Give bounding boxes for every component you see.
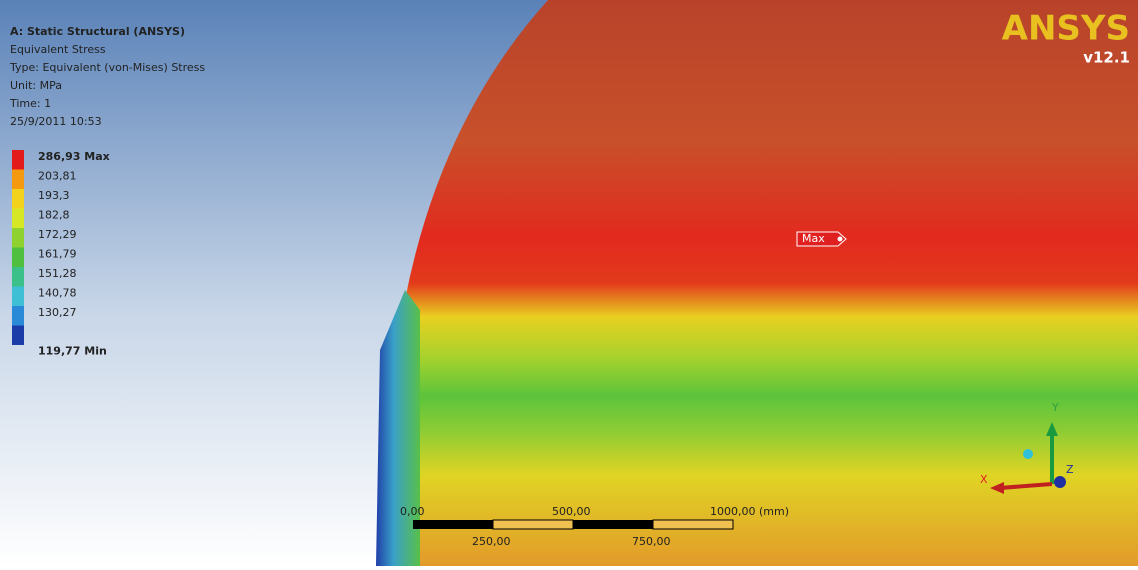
- header-line: Type: Equivalent (von-Mises) Stress: [9, 61, 205, 74]
- probe-label: Max: [802, 232, 825, 245]
- legend-label: 203,81: [38, 170, 77, 183]
- legend-swatch: [12, 170, 24, 190]
- logo-brand: ANSYS: [1002, 9, 1130, 49]
- header-line: Equivalent Stress: [10, 43, 106, 56]
- logo-version: v12.1: [1083, 49, 1130, 67]
- scale-label: 1000,00 (mm): [710, 505, 789, 518]
- legend-label: 172,29: [38, 228, 77, 241]
- legend-label: 161,79: [38, 248, 77, 261]
- legend-label: 193,3: [38, 189, 70, 202]
- triad-y: Y: [1051, 401, 1059, 414]
- scale-label: 500,00: [552, 505, 591, 518]
- legend-swatch: [12, 267, 24, 287]
- header-line: Unit: MPa: [10, 79, 62, 92]
- triad-z: Z: [1066, 463, 1074, 476]
- scale-bar: [413, 520, 733, 529]
- header-line: Time: 1: [9, 97, 51, 110]
- legend-label: 140,78: [38, 287, 77, 300]
- legend-swatch: [12, 248, 24, 268]
- legend-swatch: [12, 228, 24, 248]
- header-title: A: Static Structural (ANSYS): [10, 25, 185, 38]
- scale-label: 250,00: [472, 535, 511, 548]
- legend-swatch: [12, 287, 24, 307]
- scale-label: 750,00: [632, 535, 671, 548]
- legend-label: 286,93 Max: [38, 150, 110, 163]
- legend-label: 182,8: [38, 209, 70, 222]
- model-surface: [400, 0, 1138, 566]
- legend-swatch: [12, 306, 24, 326]
- legend-swatch: [12, 189, 24, 209]
- probe-point: [838, 237, 843, 242]
- scale-label: 0,00: [400, 505, 425, 518]
- viewport: A: Static Structural (ANSYS) Equivalent …: [0, 0, 1138, 566]
- legend-label: 119,77 Min: [38, 345, 107, 358]
- legend-swatch: [12, 150, 24, 170]
- header-line: 25/9/2011 10:53: [10, 115, 102, 128]
- legend-label: 130,27: [38, 306, 77, 319]
- legend-label: 151,28: [38, 267, 77, 280]
- legend-swatch: [12, 209, 24, 229]
- legend-swatch: [12, 326, 24, 346]
- triad-x: X: [980, 473, 988, 486]
